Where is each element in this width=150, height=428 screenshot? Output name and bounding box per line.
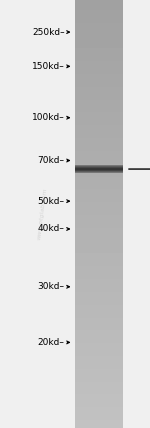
Text: 50kd–: 50kd– [38,196,64,206]
Text: 250kd–: 250kd– [32,27,64,37]
Text: 20kd–: 20kd– [38,338,64,347]
Text: 40kd–: 40kd– [38,224,64,234]
Text: 100kd–: 100kd– [32,113,64,122]
Text: 70kd–: 70kd– [38,156,64,165]
Text: 150kd–: 150kd– [32,62,64,71]
Text: www.ptglab.com: www.ptglab.com [36,187,48,241]
Text: 30kd–: 30kd– [38,282,64,291]
